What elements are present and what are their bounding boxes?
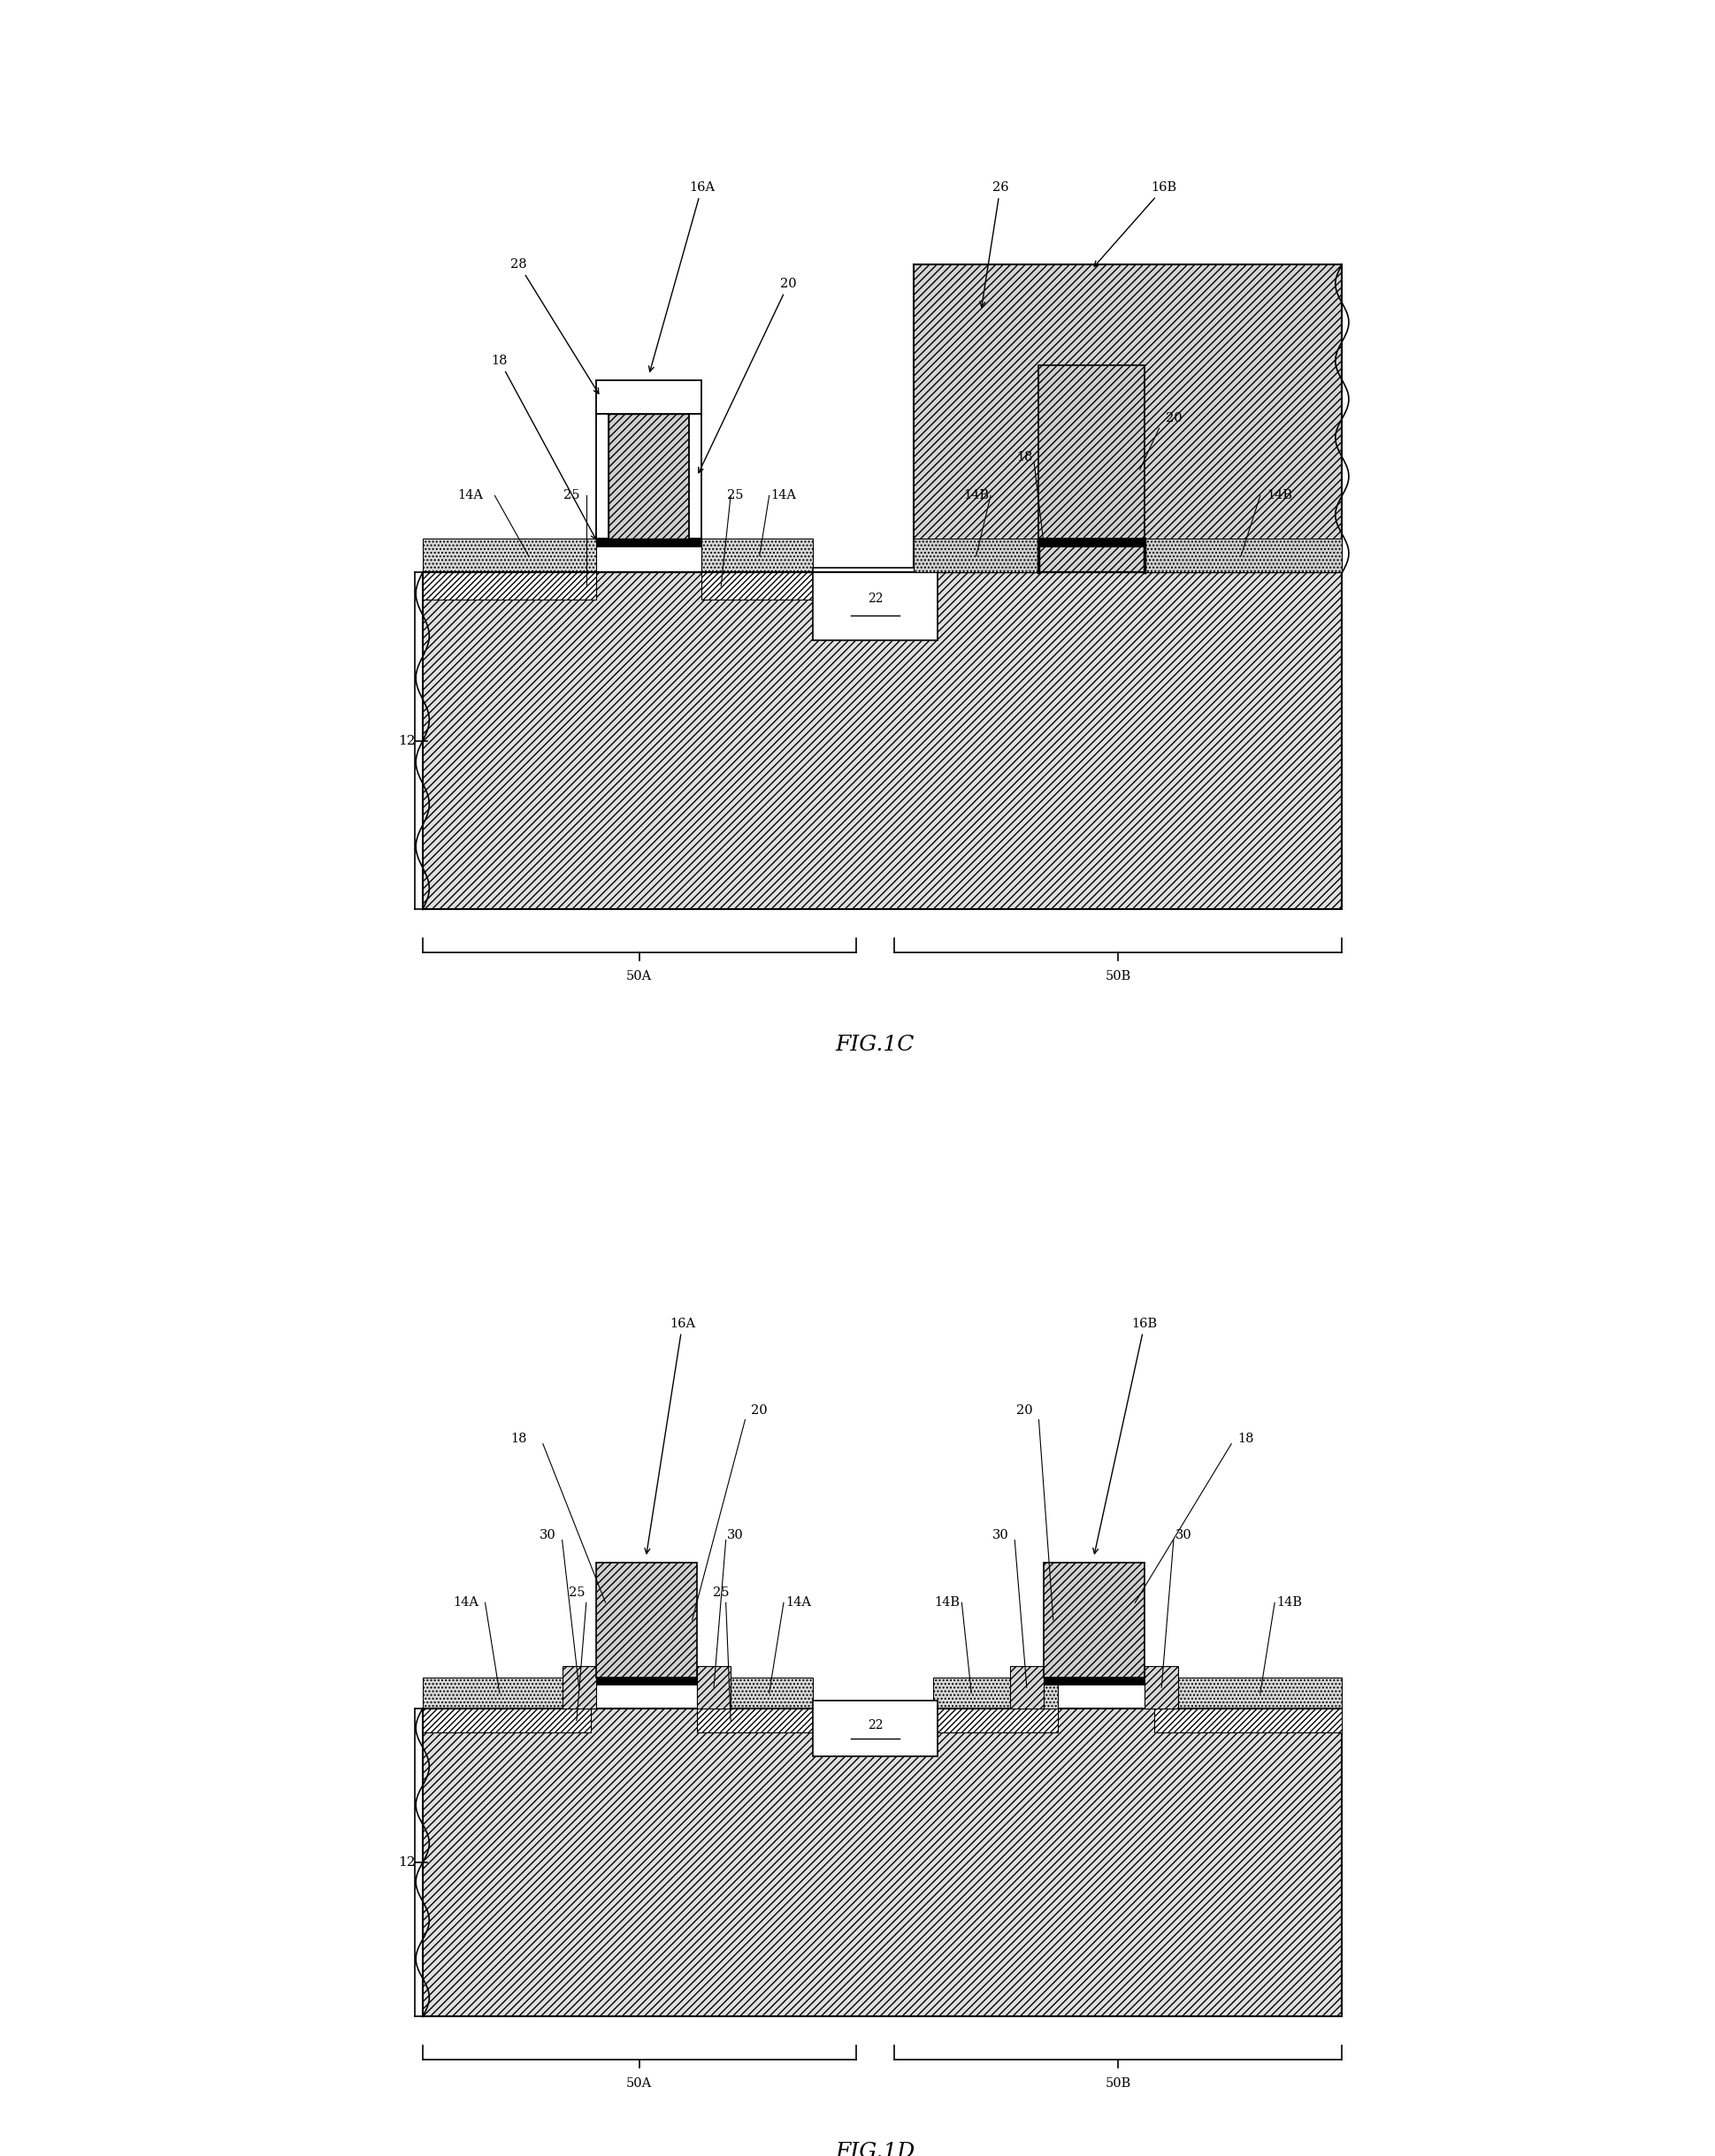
- Text: 20: 20: [751, 1404, 767, 1416]
- Bar: [1154, 1677, 1341, 1708]
- Text: 18: 18: [1237, 1434, 1254, 1445]
- Bar: [696, 1708, 813, 1733]
- Text: 18: 18: [490, 354, 595, 539]
- Bar: [595, 539, 701, 548]
- Bar: [813, 1701, 936, 1757]
- Text: 26: 26: [979, 181, 1008, 306]
- Bar: [1038, 367, 1144, 539]
- Text: 50A: 50A: [626, 2076, 652, 2089]
- Text: 30: 30: [727, 1529, 743, 1542]
- Text: 16B: 16B: [1092, 1317, 1158, 1554]
- Bar: [595, 414, 609, 539]
- Text: 25: 25: [563, 489, 580, 502]
- Bar: [595, 379, 701, 414]
- Text: 14B: 14B: [962, 489, 988, 502]
- Text: 20: 20: [698, 278, 796, 472]
- Bar: [701, 539, 813, 573]
- Text: 14B: 14B: [1266, 489, 1291, 502]
- Bar: [1043, 1677, 1144, 1684]
- Bar: [1038, 539, 1144, 548]
- Text: 12: 12: [398, 735, 415, 748]
- Text: 14B: 14B: [1276, 1595, 1302, 1608]
- Bar: [912, 265, 1341, 573]
- Text: FIG.1D: FIG.1D: [835, 2141, 914, 2156]
- Text: 22: 22: [866, 1718, 883, 1731]
- Bar: [1144, 1667, 1178, 1708]
- Text: 30: 30: [1175, 1529, 1190, 1542]
- Text: 20: 20: [1164, 412, 1182, 425]
- Text: 16A: 16A: [645, 1317, 695, 1554]
- Bar: [422, 1708, 1341, 2016]
- Text: 14A: 14A: [453, 1595, 478, 1608]
- Text: 30: 30: [991, 1529, 1008, 1542]
- Text: 16B: 16B: [1094, 181, 1176, 267]
- Text: 14A: 14A: [770, 489, 796, 502]
- Text: 14B: 14B: [935, 1595, 960, 1608]
- Bar: [422, 1708, 590, 1733]
- Text: FIG.1C: FIG.1C: [835, 1035, 914, 1054]
- Bar: [422, 573, 595, 599]
- Bar: [1154, 1708, 1341, 1733]
- Bar: [813, 567, 936, 640]
- Text: 18: 18: [511, 1434, 527, 1445]
- Bar: [696, 1677, 813, 1708]
- Text: 25: 25: [712, 1587, 729, 1600]
- Bar: [689, 414, 701, 539]
- Bar: [1144, 539, 1341, 573]
- Bar: [595, 1677, 696, 1684]
- Text: 50A: 50A: [626, 970, 652, 983]
- Text: 14A: 14A: [785, 1595, 811, 1608]
- Bar: [595, 1563, 696, 1677]
- Text: 50B: 50B: [1104, 2076, 1130, 2089]
- Bar: [696, 1667, 731, 1708]
- Bar: [933, 1677, 1058, 1708]
- Text: 30: 30: [539, 1529, 556, 1542]
- Bar: [933, 1708, 1058, 1733]
- Bar: [912, 539, 1038, 573]
- Text: 28: 28: [511, 259, 599, 395]
- Text: 16A: 16A: [648, 181, 715, 371]
- Text: 22: 22: [866, 593, 883, 606]
- Bar: [1010, 1667, 1043, 1708]
- Text: 14A: 14A: [458, 489, 484, 502]
- Bar: [1043, 1563, 1144, 1677]
- Text: 25: 25: [568, 1587, 585, 1600]
- Bar: [422, 539, 595, 573]
- Text: 20: 20: [1015, 1404, 1032, 1416]
- Bar: [422, 573, 1341, 910]
- Text: 50B: 50B: [1104, 970, 1130, 983]
- Bar: [563, 1667, 595, 1708]
- Text: 25: 25: [727, 489, 743, 502]
- Bar: [422, 1677, 590, 1708]
- Bar: [609, 414, 689, 539]
- Bar: [701, 573, 813, 599]
- Text: 18: 18: [1015, 451, 1032, 464]
- Text: 12: 12: [398, 1856, 415, 1869]
